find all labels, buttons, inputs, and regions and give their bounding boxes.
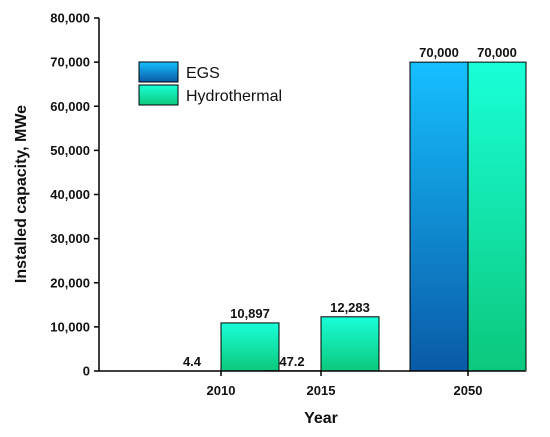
x-ticks-group: 2010 2015 2050 [207, 371, 483, 398]
data-label-hydrothermal-2010: 10,897 [230, 306, 270, 321]
y-tick-label: 30,000 [50, 231, 90, 246]
bar-egs-2050 [410, 62, 468, 371]
data-label-egs-2015: 47.2 [279, 354, 304, 369]
y-tick-label: 10,000 [50, 319, 90, 334]
x-tick-label: 2015 [307, 383, 336, 398]
x-tick-label: 2010 [207, 383, 236, 398]
data-label-hydrothermal-2015: 12,283 [330, 300, 370, 315]
y-tick-label: 60,000 [50, 99, 90, 114]
legend-swatch-hydrothermal [139, 85, 178, 105]
bars-group [163, 62, 526, 371]
legend-label-hydrothermal: Hydrothermal [186, 88, 282, 105]
legend-swatch-egs [139, 62, 178, 82]
legend-label-egs: EGS [186, 65, 220, 82]
y-tick-label: 20,000 [50, 275, 90, 290]
y-axis-title: Installed capacity, MWe [13, 105, 30, 283]
y-tick-label: 40,000 [50, 187, 90, 202]
y-ticks-group: 0 10,000 20,000 30,000 40,000 50,000 60,000 70,… [50, 11, 99, 379]
data-label-egs-2050: 70,000 [419, 45, 459, 60]
x-tick-label: 2050 [454, 383, 483, 398]
y-tick-label: 50,000 [50, 143, 90, 158]
y-tick-label: 0 [83, 364, 90, 379]
x-axis-title: Year [304, 410, 338, 427]
data-label-hydrothermal-2050: 70,000 [477, 45, 517, 60]
bar-hydrothermal-2015 [321, 317, 379, 371]
bar-hydrothermal-2050 [468, 62, 526, 371]
data-label-egs-2010: 4.4 [183, 354, 202, 369]
y-tick-label: 70,000 [50, 55, 90, 70]
y-tick-label: 80,000 [50, 11, 90, 26]
bar-hydrothermal-2010 [221, 323, 279, 371]
legend: EGS Hydrothermal [139, 62, 282, 105]
